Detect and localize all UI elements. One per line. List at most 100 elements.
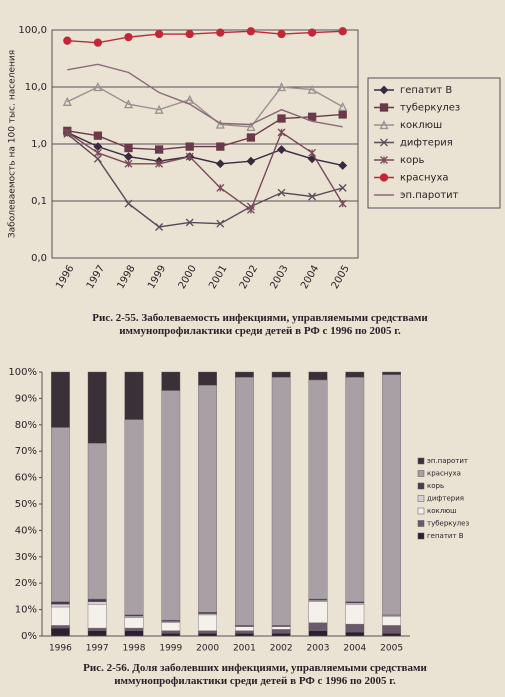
marker [216, 142, 225, 151]
marker [63, 128, 72, 137]
bar-segment [87, 371, 107, 444]
legend-marker [380, 138, 388, 147]
marker [154, 145, 164, 154]
x-tick-label: 2003 [307, 644, 330, 654]
bar-segment [234, 371, 254, 378]
marker [124, 32, 133, 42]
x-tick-label: 2002 [270, 644, 293, 654]
marker [308, 148, 317, 157]
marker [277, 29, 286, 39]
marker [338, 199, 347, 208]
bar-segment [87, 630, 107, 637]
y-tick-label: 10% [15, 605, 37, 616]
series-line [67, 113, 343, 151]
legend-swatch [417, 520, 425, 527]
marker [338, 161, 348, 170]
marker [154, 104, 164, 114]
marker [123, 99, 134, 109]
x-tick-label: 1999 [146, 264, 168, 292]
marker [276, 82, 287, 92]
x-tick-label: 2003 [268, 264, 290, 292]
bar-segment [308, 622, 328, 631]
x-tick-label: 2000 [177, 264, 199, 292]
bar-segment [51, 371, 70, 428]
bar-segment [308, 371, 328, 381]
bar-segment [271, 629, 291, 634]
bar-segment [271, 371, 291, 378]
bar-segment [382, 374, 401, 616]
legend-label: эп.паротит [427, 457, 468, 465]
legend-marker [379, 173, 389, 182]
marker [154, 29, 164, 39]
marker [246, 205, 255, 214]
marker [124, 143, 133, 153]
legend-swatch [417, 457, 425, 465]
x-tick-label: 2002 [238, 264, 260, 292]
bar-segment [198, 633, 217, 637]
marker [338, 110, 347, 119]
bar-segment [345, 377, 365, 602]
bar-segment [234, 630, 254, 634]
y-tick-label: 10,0 [25, 82, 47, 93]
marker [155, 159, 164, 168]
marker [93, 38, 103, 47]
y-tick-label: 80% [15, 420, 37, 431]
series-line [67, 30, 343, 44]
bar-segment [161, 633, 181, 637]
bar-segment [271, 626, 291, 630]
bar-segment [124, 630, 144, 637]
x-tick-label: 1998 [123, 644, 146, 654]
bar-segment [51, 604, 70, 608]
bar-segment [51, 625, 70, 629]
legend-label: дифтерия [400, 138, 453, 149]
x-tick-label: 2005 [380, 644, 403, 654]
y-tick-label: 100% [8, 367, 37, 378]
series-line [67, 131, 343, 167]
legend-marker [379, 85, 389, 95]
marker [246, 121, 256, 131]
marker [338, 101, 348, 111]
marker [215, 119, 225, 129]
legend-label: туберкулез [400, 103, 460, 114]
y-tick-label: 0,1 [31, 196, 47, 207]
marker [185, 29, 194, 39]
x-tick-label: 1997 [85, 264, 107, 292]
bar-segment [51, 601, 70, 605]
legend-label: коклюш [400, 120, 442, 131]
marker [277, 145, 286, 154]
bar-segment [124, 419, 144, 616]
bar-segment [234, 633, 254, 637]
bar-segment [271, 377, 291, 626]
bar-segment [124, 627, 144, 631]
bar-segment [87, 627, 107, 631]
bar-segment [345, 631, 365, 637]
bar-segment [87, 604, 107, 629]
legend-marker [379, 120, 389, 130]
x-tick-label: 1996 [54, 264, 76, 292]
bar-segment [51, 627, 70, 637]
marker [93, 148, 102, 157]
bar-segment [87, 443, 107, 600]
y-tick-label: 90% [15, 393, 37, 404]
y-tick-label: 20% [15, 578, 37, 589]
legend-label: дифтерия [427, 495, 464, 503]
legend-marker [380, 156, 388, 164]
bar-segment [198, 385, 217, 613]
legend-swatch [417, 507, 425, 515]
legend-box [367, 77, 501, 209]
marker [216, 183, 225, 192]
legend-label: коклюш [427, 507, 457, 515]
x-tick-label: 2004 [299, 264, 321, 292]
y-tick-label: 30% [15, 552, 37, 563]
caption: Рис. 2-56. Доля заболевших инфекциями, у… [83, 662, 427, 687]
x-tick-label: 2000 [196, 644, 219, 654]
y-tick-label: 1,0 [31, 139, 47, 150]
marker [277, 114, 286, 123]
x-tick-label: 1998 [115, 264, 137, 292]
legend-label: краснуха [427, 470, 461, 478]
bar-segment [161, 630, 181, 634]
marker [338, 27, 347, 36]
caption: Рис. 2-55. Заболеваемость инфекциями, уп… [92, 312, 428, 337]
bar-segment [198, 630, 217, 634]
